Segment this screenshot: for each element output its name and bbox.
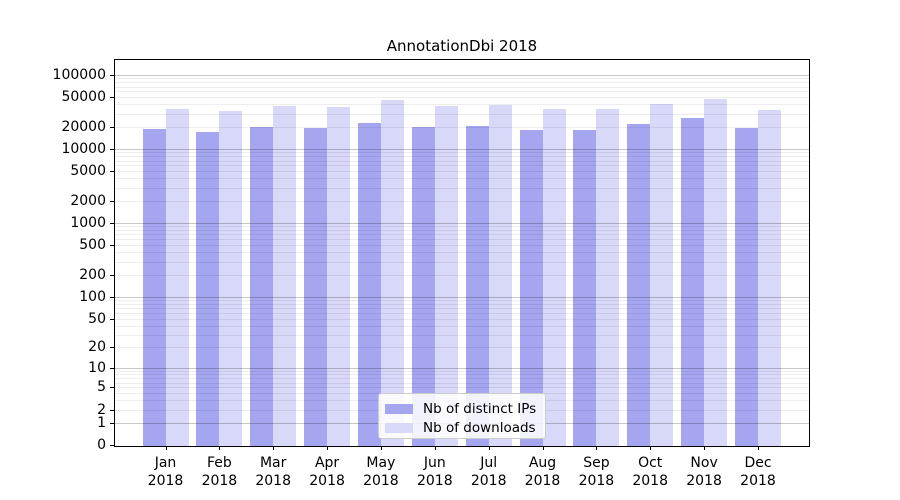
y-axis-tick-label: 200	[79, 266, 106, 283]
x-axis-tick	[650, 446, 652, 450]
y-axis-tick	[110, 318, 115, 320]
bar-nb-of-distinct-ips-aug-2018	[519, 129, 543, 446]
bar-nb-of-downloads-mar-2018	[273, 106, 297, 446]
y-axis-tick-label: 100	[79, 288, 106, 305]
y-axis-tick-label: 1	[97, 414, 106, 431]
bar-nb-of-distinct-ips-apr-2018	[304, 127, 328, 446]
x-axis-tick	[165, 446, 167, 450]
y-axis-tick-label: 10000	[61, 141, 106, 157]
legend-swatch-nb-of-downloads	[385, 423, 413, 433]
minor-gridline	[115, 86, 809, 88]
bar-nb-of-downloads-dec-2018	[758, 110, 781, 446]
x-axis-tick-label: May 2018	[363, 455, 399, 489]
bar-nb-of-downloads-oct-2018	[650, 104, 674, 446]
bar-nb-of-downloads-nov-2018	[704, 98, 728, 446]
y-axis-tick	[110, 274, 115, 276]
bar-nb-of-downloads-jul-2018	[488, 104, 512, 446]
y-axis-tick	[110, 387, 115, 389]
y-axis-tick	[110, 422, 115, 424]
legend-entry-nb-of-distinct-ips: Nb of distinct IPs	[385, 400, 545, 418]
y-axis-tick	[110, 223, 115, 224]
legend-label: Nb of downloads	[423, 420, 536, 436]
plot-area: 0 1 2 5 10 20 50 100 200 500 1000 2000 5000 10000 2000…	[53, 59, 810, 489]
y-axis-tick	[110, 245, 115, 247]
y-axis-tick	[110, 296, 115, 298]
bar-nb-of-downloads-apr-2018	[327, 106, 351, 446]
x-axis-tick-label: Oct 2018	[632, 455, 668, 489]
x-axis-tick	[704, 446, 706, 450]
bar-nb-of-downloads-feb-2018	[219, 110, 243, 446]
y-axis-tick-label: 5	[97, 379, 106, 396]
bar-nb-of-distinct-ips-mar-2018	[250, 127, 274, 446]
y-axis-tick	[110, 347, 115, 349]
minor-gridline	[115, 78, 809, 80]
bar-nb-of-distinct-ips-oct-2018	[627, 124, 651, 446]
bar-nb-of-distinct-ips-may-2018	[357, 123, 381, 446]
y-axis-tick-label: 10	[88, 359, 106, 376]
y-axis-tick-label: 5000	[70, 163, 106, 180]
y-axis-tick-label: 20000	[61, 118, 106, 135]
y-axis-tick	[110, 367, 115, 369]
minor-gridline	[115, 91, 809, 93]
x-axis-tick	[273, 446, 275, 450]
bar-nb-of-distinct-ips-jun-2018	[411, 127, 435, 446]
legend-swatch-nb-of-distinct-ips	[385, 404, 413, 414]
y-axis-tick	[110, 126, 115, 128]
bar-nb-of-distinct-ips-sep-2018	[573, 130, 597, 446]
major-gridline	[115, 75, 809, 76]
y-axis-tick	[110, 409, 115, 411]
x-axis-tick-label: Sep 2018	[578, 455, 615, 489]
bar-nb-of-downloads-sep-2018	[596, 108, 620, 446]
x-axis-tick-label: Nov 2018	[686, 455, 722, 489]
x-axis-tick	[327, 446, 329, 450]
legend: Nb of distinct IPs Nb of downloads	[378, 393, 546, 439]
x-axis-tick	[434, 446, 436, 450]
x-axis-tick-label: Apr 2018	[309, 455, 345, 489]
y-axis-tick	[110, 75, 115, 76]
y-axis-tick	[110, 445, 115, 446]
x-axis-tick	[488, 446, 490, 450]
chart-title: AnnotationDbi 2018	[386, 37, 538, 55]
x-axis-tick-label: Feb 2018	[201, 455, 238, 489]
y-axis-tick-label: 50000	[61, 89, 106, 106]
bar-nb-of-distinct-ips-jan-2018	[142, 129, 166, 446]
x-axis-tick	[380, 446, 382, 450]
bar-nb-of-downloads-jun-2018	[434, 106, 458, 446]
bar-nb-of-downloads-may-2018	[380, 100, 404, 446]
y-axis-tick-label: 500	[79, 237, 106, 254]
y-axis-tick-label: 20	[88, 339, 106, 356]
bar-nb-of-distinct-ips-jul-2018	[465, 125, 489, 446]
y-axis-tick-label: 100000	[52, 67, 106, 83]
x-axis-tick	[596, 446, 598, 450]
y-axis-tick	[110, 149, 115, 150]
x-axis-tick-label: Jul 2018	[470, 455, 507, 489]
x-axis-tick-label: Jan 2018	[147, 455, 184, 489]
x-axis-tick-label: Mar 2018	[255, 455, 291, 489]
y-axis-tick-label: 50	[88, 310, 106, 327]
y-axis-tick	[110, 97, 115, 99]
bar-nb-of-distinct-ips-dec-2018	[735, 127, 758, 446]
legend-entry-nb-of-downloads: Nb of downloads	[385, 419, 545, 437]
minor-gridline	[115, 82, 809, 84]
y-axis-tick-label: 1000	[70, 215, 106, 231]
y-axis-tick-label: 2	[97, 401, 106, 418]
x-axis-tick-label: Aug 2018	[524, 455, 561, 489]
x-axis-tick	[542, 446, 544, 450]
y-axis-tick	[110, 200, 115, 202]
y-axis-tick	[110, 171, 115, 173]
x-axis-tick-label: Jun 2018	[416, 455, 453, 489]
y-axis-tick-label: 0	[97, 437, 106, 453]
bar-nb-of-downloads-jan-2018	[165, 108, 189, 446]
x-axis-tick	[219, 446, 221, 450]
y-axis-tick-label: 2000	[70, 192, 106, 209]
bar-nb-of-distinct-ips-nov-2018	[681, 118, 705, 446]
bar-nb-of-downloads-aug-2018	[542, 108, 566, 446]
x-axis-tick-label: Dec 2018	[740, 455, 776, 489]
x-axis-tick	[758, 446, 759, 450]
legend-label: Nb of distinct IPs	[423, 401, 537, 417]
bar-nb-of-distinct-ips-feb-2018	[196, 131, 220, 446]
